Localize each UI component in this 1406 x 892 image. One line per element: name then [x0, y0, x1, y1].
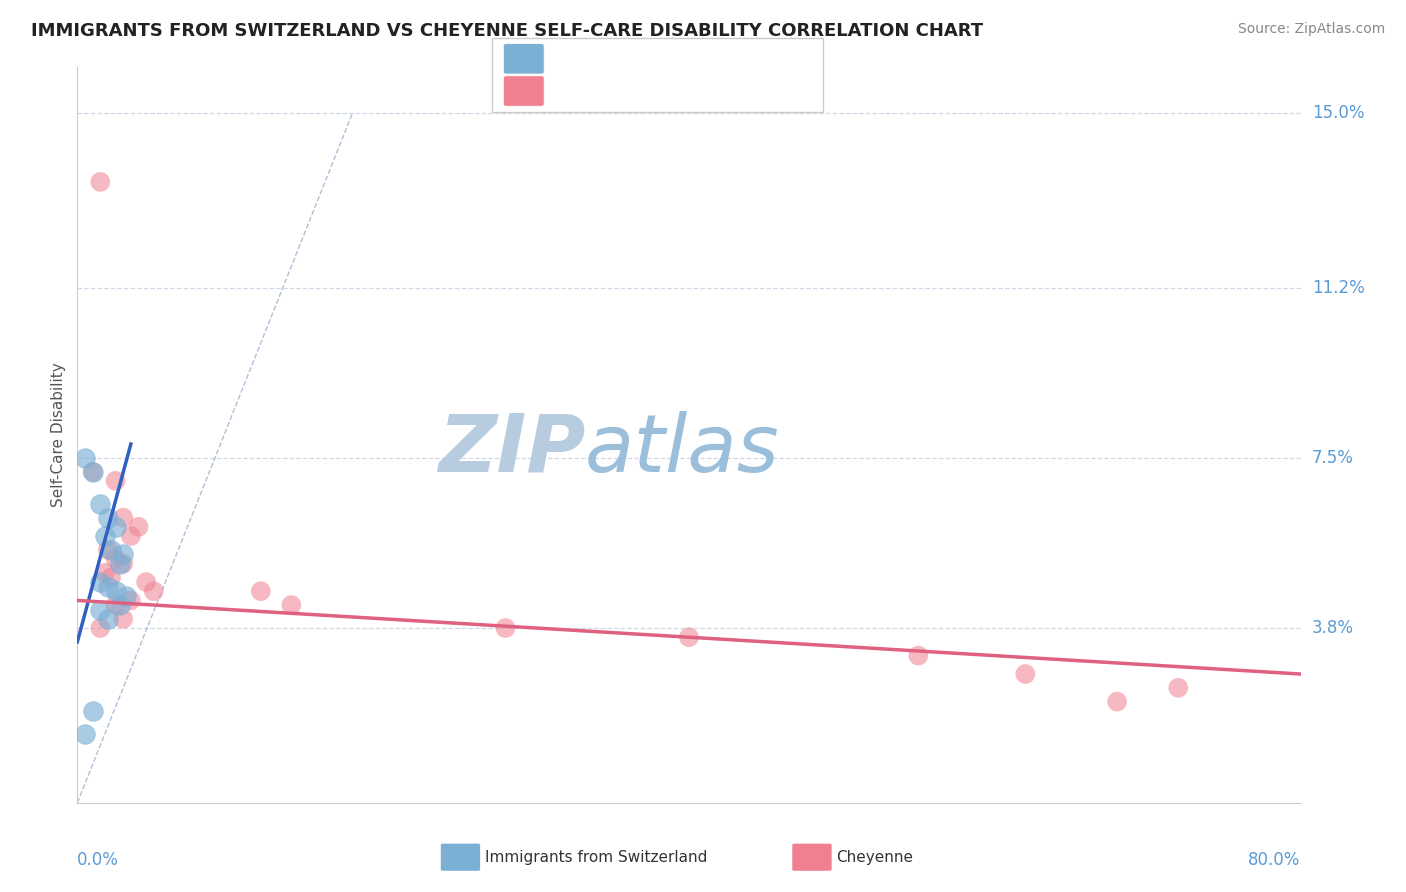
Point	[1167, 681, 1189, 695]
Point	[82, 465, 104, 479]
Point	[89, 175, 111, 189]
Point	[250, 584, 273, 599]
Point	[112, 612, 135, 626]
Text: N =: N =	[662, 82, 710, 100]
Point	[280, 598, 302, 612]
Point	[89, 575, 111, 590]
Point	[142, 584, 165, 599]
Text: 18: 18	[704, 50, 727, 68]
Point	[89, 602, 111, 616]
Point	[97, 580, 120, 594]
Point	[73, 450, 96, 465]
Text: 15.0%: 15.0%	[1312, 103, 1364, 122]
Point	[108, 557, 131, 571]
Y-axis label: Self-Care Disability: Self-Care Disability	[51, 362, 66, 508]
Point	[1107, 695, 1129, 709]
Point	[115, 589, 138, 603]
Text: Source: ZipAtlas.com: Source: ZipAtlas.com	[1237, 22, 1385, 37]
Point	[97, 542, 120, 557]
Point	[495, 621, 517, 635]
Text: N =: N =	[662, 50, 710, 68]
Point	[82, 704, 104, 718]
Point	[112, 548, 135, 562]
Point	[907, 648, 929, 663]
Point	[112, 510, 135, 524]
Point	[73, 727, 96, 741]
Point	[82, 465, 104, 479]
Point	[120, 593, 142, 607]
Point	[104, 552, 127, 566]
Point	[120, 529, 142, 543]
Text: IMMIGRANTS FROM SWITZERLAND VS CHEYENNE SELF-CARE DISABILITY CORRELATION CHART: IMMIGRANTS FROM SWITZERLAND VS CHEYENNE …	[31, 22, 983, 40]
Text: 80.0%: 80.0%	[1249, 851, 1301, 869]
Point	[104, 598, 127, 612]
Point	[1014, 667, 1036, 681]
Text: 25: 25	[704, 82, 727, 100]
Point	[89, 621, 111, 635]
Text: ZIP: ZIP	[437, 410, 585, 489]
Text: 0.342: 0.342	[592, 50, 651, 68]
Point	[89, 497, 111, 511]
Text: 11.2%: 11.2%	[1312, 278, 1364, 297]
Point	[100, 570, 122, 584]
Text: 0.0%: 0.0%	[77, 851, 120, 869]
Text: 7.5%: 7.5%	[1312, 449, 1354, 467]
Point	[127, 520, 149, 534]
Text: R =: R =	[553, 82, 589, 100]
Point	[97, 612, 120, 626]
Text: 3.8%: 3.8%	[1312, 619, 1354, 637]
Text: atlas: atlas	[585, 410, 780, 489]
Point	[108, 598, 131, 612]
Point	[104, 520, 127, 534]
Point	[678, 630, 700, 644]
Text: R =: R =	[553, 50, 589, 68]
Point	[104, 474, 127, 488]
Point	[94, 566, 117, 580]
Point	[112, 557, 135, 571]
Point	[97, 510, 120, 524]
Text: Cheyenne: Cheyenne	[837, 850, 914, 864]
Point	[104, 584, 127, 599]
Point	[135, 575, 157, 590]
Point	[100, 542, 122, 557]
Point	[94, 529, 117, 543]
Text: -0.203: -0.203	[592, 82, 651, 100]
Text: Immigrants from Switzerland: Immigrants from Switzerland	[485, 850, 707, 864]
